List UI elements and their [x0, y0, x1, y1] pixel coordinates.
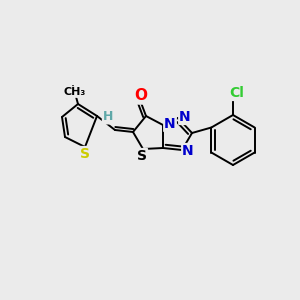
Text: N: N	[182, 144, 194, 158]
Text: CH₃: CH₃	[64, 87, 86, 97]
Text: N: N	[164, 117, 176, 131]
Text: N: N	[179, 110, 191, 124]
Text: S: S	[80, 147, 90, 161]
Text: O: O	[134, 88, 148, 104]
Text: Cl: Cl	[230, 86, 244, 100]
Text: H: H	[103, 110, 113, 124]
Text: S: S	[137, 149, 147, 163]
